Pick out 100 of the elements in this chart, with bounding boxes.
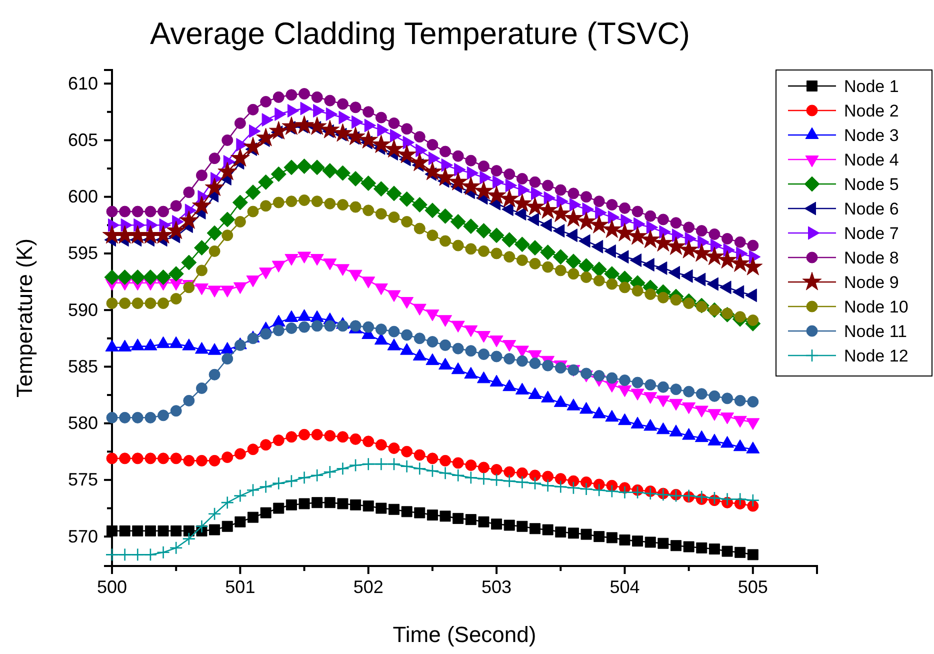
point (632, 206, 644, 218)
x-tick-label: 502 (353, 576, 384, 597)
point (348, 458, 362, 472)
point (683, 386, 695, 398)
point (452, 342, 464, 354)
point (208, 454, 220, 466)
point (722, 232, 734, 244)
point (401, 506, 412, 518)
point (311, 196, 323, 208)
point (465, 154, 477, 166)
point (310, 468, 324, 482)
point (208, 152, 220, 164)
point (440, 235, 452, 247)
point (606, 278, 618, 290)
point (568, 268, 580, 280)
point (606, 480, 618, 492)
y-tick-label: 580 (68, 413, 98, 434)
point (144, 206, 156, 218)
point (606, 199, 618, 210)
point (132, 452, 144, 464)
point (154, 225, 173, 244)
point (632, 285, 644, 297)
point (272, 196, 284, 208)
point (312, 497, 323, 508)
point (206, 225, 222, 241)
point (640, 230, 660, 248)
point (568, 188, 580, 200)
point (245, 184, 261, 200)
point (360, 175, 376, 191)
y-axis-title: Temperature (K) (12, 238, 37, 398)
point (375, 439, 387, 451)
point (401, 329, 413, 341)
point (568, 475, 580, 487)
point (478, 245, 490, 257)
point (168, 266, 184, 282)
x-tick-label: 505 (738, 576, 768, 597)
point (284, 160, 300, 176)
x-axis-title: Time (Second) (392, 622, 536, 647)
y-tick-label: 595 (68, 243, 98, 264)
point (106, 452, 118, 464)
point (580, 271, 592, 283)
point (452, 512, 464, 524)
point (410, 152, 430, 172)
point (654, 233, 673, 252)
point (720, 492, 734, 506)
point (440, 146, 452, 158)
point (268, 121, 288, 140)
point (578, 258, 594, 274)
point (336, 431, 348, 443)
point (465, 243, 477, 255)
point (606, 532, 618, 544)
point (309, 160, 325, 176)
point (451, 468, 465, 482)
point (670, 217, 682, 229)
point (350, 102, 362, 114)
point (440, 510, 451, 522)
point (644, 210, 656, 222)
point (119, 525, 130, 536)
point (324, 94, 336, 106)
point (272, 476, 286, 490)
point (144, 452, 156, 464)
point (426, 230, 438, 242)
point (388, 117, 400, 129)
legend-label: Node 8 (844, 248, 899, 268)
point (384, 139, 404, 158)
point (222, 520, 233, 532)
point (324, 430, 336, 442)
point (248, 512, 258, 523)
legend-label: Node 4 (844, 150, 899, 170)
point (334, 165, 350, 181)
point (618, 374, 630, 386)
point (222, 353, 234, 365)
point (747, 240, 759, 252)
point (478, 348, 490, 360)
point (333, 123, 352, 142)
point (273, 502, 284, 514)
point (743, 256, 763, 276)
point (708, 228, 720, 240)
point (196, 170, 208, 182)
point (158, 298, 170, 310)
point (708, 491, 722, 505)
point (414, 449, 426, 461)
point (286, 431, 298, 443)
point (657, 381, 669, 393)
point (734, 394, 746, 406)
y-tick-label: 590 (68, 300, 98, 320)
point (708, 390, 720, 402)
x-tick-label: 500 (96, 576, 128, 597)
point (218, 162, 238, 180)
point (516, 355, 528, 367)
point (388, 442, 400, 454)
point (452, 150, 464, 162)
point (350, 499, 362, 510)
legend-label: Node 11 (844, 322, 908, 341)
point (530, 523, 540, 534)
point (324, 320, 336, 332)
point (258, 174, 274, 190)
x-tick-label: 504 (610, 576, 640, 597)
point (589, 214, 609, 234)
point (516, 254, 528, 266)
